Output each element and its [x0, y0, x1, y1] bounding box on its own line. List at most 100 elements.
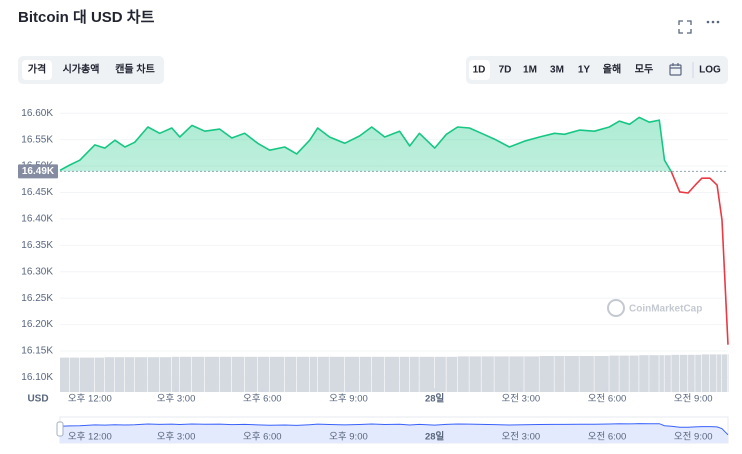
volume-bar: [695, 354, 702, 392]
tab-group: [18, 56, 164, 84]
x-tick-label: 오후 3:00: [157, 394, 196, 405]
volume-bar: [79, 357, 95, 392]
volume-bar: [639, 355, 649, 392]
volume-bar: [509, 356, 524, 392]
price-line: [59, 116, 729, 345]
log-button[interactable]: LOG: [699, 65, 721, 76]
baseline-label: 16.49K: [22, 166, 55, 177]
volume-bar: [329, 356, 345, 392]
baseline-label-bg: [18, 164, 58, 179]
volume-bar: [649, 355, 659, 392]
volume-bar: [434, 356, 446, 392]
volume-bar: [419, 356, 435, 392]
y-tick-label: 16.35K: [21, 240, 53, 251]
volume-bar: [629, 355, 639, 392]
more-icon[interactable]: [706, 20, 720, 24]
range-group: [466, 56, 728, 84]
y-tick-label: 16.25K: [21, 293, 53, 304]
range-button[interactable]: 올해: [603, 63, 621, 76]
x-tick-label: 오전 6:00: [588, 394, 627, 405]
volume-bar: [359, 356, 372, 392]
navigator-tick-label: 오후 6:00: [243, 432, 282, 443]
y-tick-label: 16.30K: [21, 266, 53, 277]
tab[interactable]: 가격: [28, 63, 46, 76]
volume-bar: [399, 356, 410, 392]
area-fill: [60, 117, 728, 172]
volume-bar: [717, 354, 722, 392]
volume-bar: [171, 356, 180, 392]
x-tick-label: 오후 12:00: [68, 394, 112, 405]
volume-bar: [179, 356, 192, 392]
range-button[interactable]: 모두: [635, 64, 653, 76]
y-tick-label: 16.20K: [21, 319, 53, 330]
currency-label: USD: [27, 394, 48, 405]
fullscreen-icon[interactable]: [678, 20, 692, 34]
volume-bar: [554, 356, 564, 392]
navigator-tick-label: 오후 3:00: [157, 432, 196, 443]
navigator-tick-label: 오후 9:00: [329, 432, 368, 443]
volume-bar: [564, 356, 579, 392]
y-tick-label: 16.55K: [21, 134, 53, 145]
x-tick-label: 28일: [425, 393, 445, 405]
y-tick-label: 16.60K: [21, 108, 53, 119]
range-button[interactable]: 3M: [550, 65, 564, 76]
chart-title: Bitcoin 대 USD 차트: [18, 9, 155, 26]
y-tick-label: 16.10K: [21, 372, 53, 383]
calendar-icon[interactable]: [669, 63, 682, 76]
volume-bar: [344, 356, 360, 392]
volume-bar: [371, 356, 385, 392]
volume-bar: [296, 356, 310, 392]
volume-bar: [124, 357, 135, 392]
volume-bar: [384, 356, 400, 392]
navigator-tick-label: 오후 12:00: [68, 432, 112, 443]
volume-bar: [409, 356, 419, 392]
tab[interactable]: 시가총액: [63, 63, 100, 76]
volume-bar: [594, 356, 609, 392]
volume-bar: [609, 355, 619, 392]
y-tick-label: 16.15K: [21, 346, 53, 357]
navigator-tick-label: 28일: [425, 431, 445, 443]
navigator-line: [59, 423, 729, 436]
volume-bar: [147, 357, 160, 392]
volume-bar: [709, 354, 717, 392]
watermark: CoinMarketCap: [607, 299, 702, 317]
volume-bar: [104, 357, 115, 392]
x-tick-label: 오후 6:00: [243, 394, 282, 405]
range-button[interactable]: 1M: [523, 65, 537, 76]
x-tick-label: 오전 3:00: [502, 394, 541, 405]
x-tick-label: 오후 9:00: [329, 394, 368, 405]
tab-selected: [22, 60, 52, 80]
volume-bar: [191, 356, 205, 392]
volume-bar: [60, 357, 70, 392]
volume-bar: [446, 356, 458, 392]
volume-bar: [244, 356, 258, 392]
volume-bar: [494, 356, 509, 392]
volume-bar: [114, 357, 125, 392]
volume-bar: [134, 357, 148, 392]
navigator-tick-label: 오전 3:00: [502, 432, 541, 443]
range-button[interactable]: 7D: [499, 65, 512, 76]
range-button[interactable]: 1Y: [578, 65, 591, 76]
volume-bar: [619, 355, 629, 392]
volume-bar: [671, 354, 680, 392]
navigator-handle[interactable]: [56, 421, 64, 437]
volume-bar: [721, 354, 728, 392]
volume-bar: [469, 356, 481, 392]
x-tick-label: 오전 9:00: [674, 394, 713, 405]
navigator-area: [60, 423, 728, 443]
volume-bar: [457, 356, 469, 392]
tab[interactable]: 캔들 차트: [115, 63, 155, 76]
volume-bar: [579, 356, 594, 392]
volume-bar: [159, 357, 172, 392]
volume-bar: [257, 356, 270, 392]
volume-bar: [94, 357, 105, 392]
watermark-text: CoinMarketCap: [629, 304, 702, 315]
range-button[interactable]: 1D: [473, 65, 486, 76]
volume-bar: [659, 355, 664, 392]
volume-bar: [481, 356, 494, 392]
range-selected: [469, 60, 490, 80]
volume-bar: [231, 356, 245, 392]
y-tick-label: 16.40K: [21, 214, 53, 225]
volume-bar: [701, 354, 710, 392]
volume-bar: [679, 354, 688, 392]
